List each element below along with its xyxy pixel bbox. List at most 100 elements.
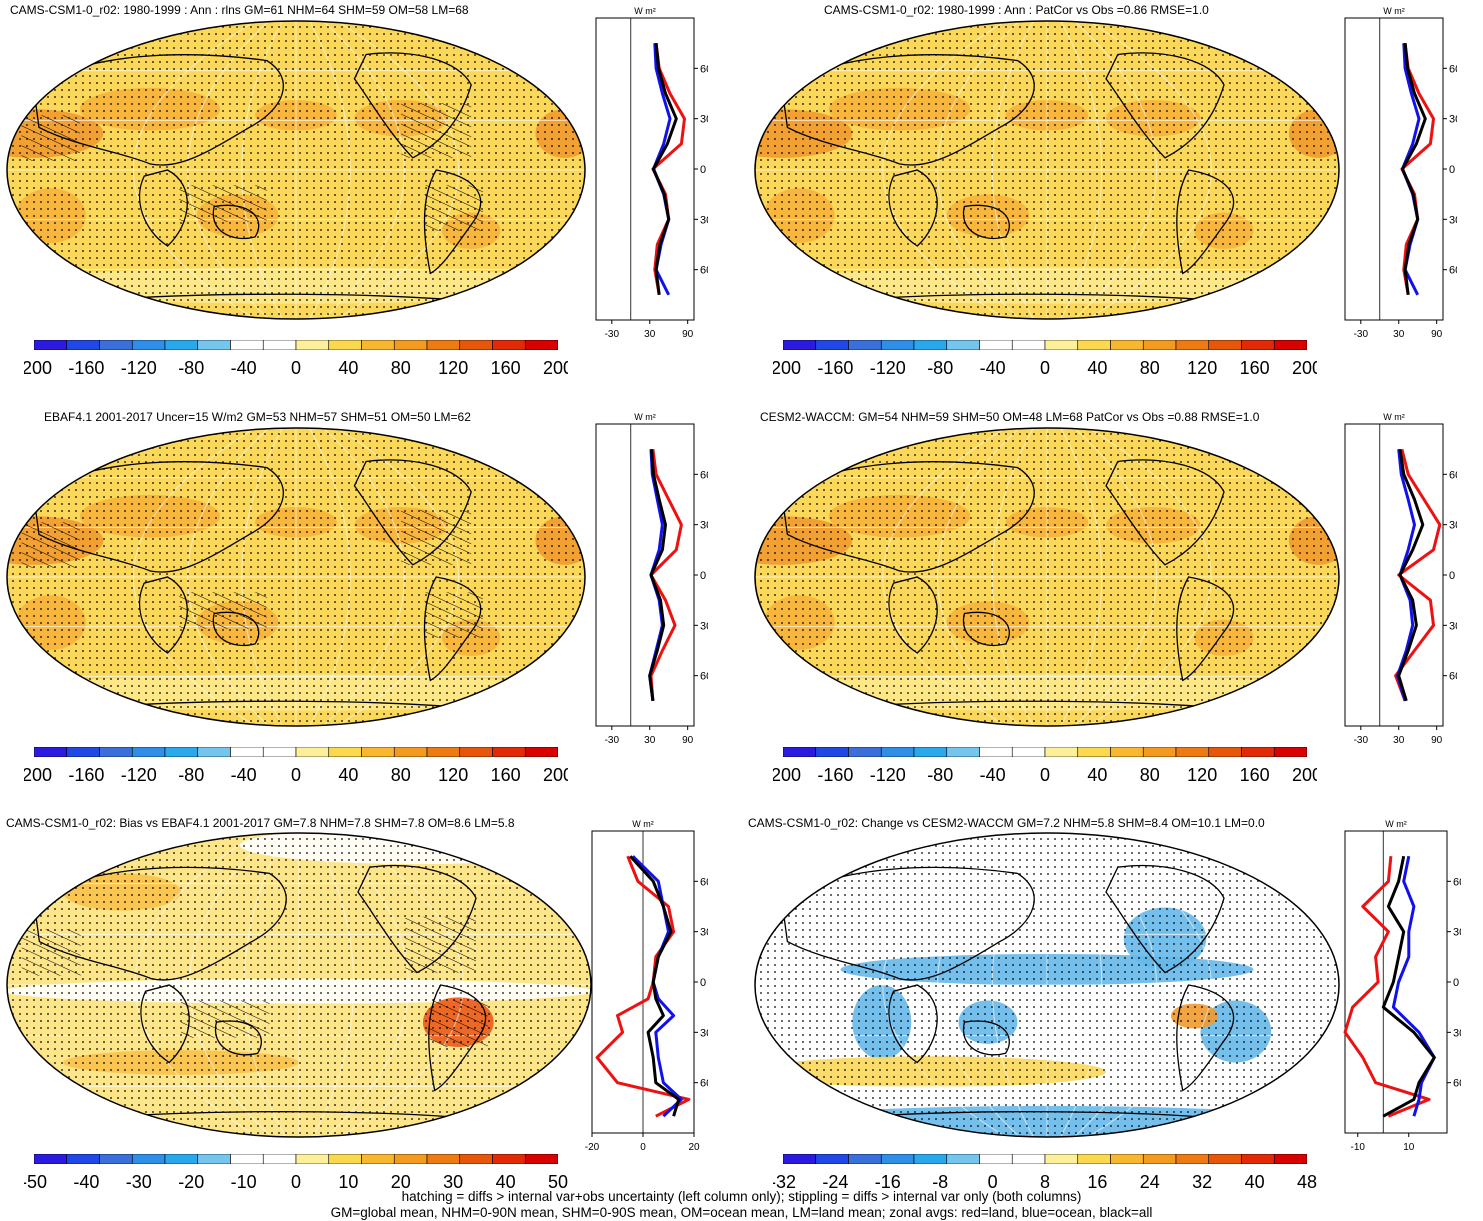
map-border — [6, 427, 586, 727]
x-label: 90 — [682, 735, 694, 746]
colorbar-swatch — [783, 747, 817, 757]
colorbar-swatch — [262, 340, 297, 350]
colorbar-swatch — [1208, 1154, 1242, 1164]
colorbar-label: 40 — [338, 358, 358, 378]
colorbar-swatch — [1208, 747, 1242, 757]
zonal-mean-plot: W m² 60N 30N 0 30S 60S -20 0 20 — [585, 819, 708, 1153]
lat-label: 60N — [700, 469, 708, 481]
colorbar-swatch — [815, 1154, 849, 1164]
colorbar-label: -200 — [773, 765, 801, 785]
colorbar-swatch — [1175, 1154, 1210, 1164]
colorbar-label: -40 — [73, 1172, 99, 1192]
colorbar-label: 160 — [1240, 765, 1270, 785]
colorbar-label: -80 — [178, 765, 204, 785]
colorbar-swatch — [393, 1154, 428, 1164]
colorbar-label: -80 — [927, 765, 953, 785]
x-label: 30 — [644, 735, 656, 746]
colorbar-swatch — [913, 1154, 948, 1164]
colorbar-labels: -200 -160 -120 -80 -40 0 40 80 120 160 200 — [773, 765, 1317, 785]
lat-label: 60S — [700, 1078, 708, 1090]
x-label: -30 — [1354, 735, 1369, 746]
x-label: -30 — [605, 735, 620, 746]
lat-label: 60S — [1449, 671, 1457, 683]
map-border — [6, 832, 592, 1138]
colorbar — [783, 340, 1307, 350]
colorbar-label: -80 — [927, 358, 953, 378]
lat-label: 30S — [700, 620, 708, 632]
x-label: 10 — [1403, 1142, 1415, 1153]
colorbar-label: 0 — [1040, 765, 1050, 785]
zonal-frame — [1344, 17, 1444, 321]
x-label: -10 — [1351, 1142, 1366, 1153]
colorbar-swatch — [131, 340, 166, 350]
colorbar-swatch — [1175, 340, 1210, 350]
colorbar-labels: -50 -40 -30 -20 -10 0 10 20 30 40 50 — [24, 1172, 568, 1192]
colorbar-label: -160 — [817, 765, 853, 785]
colorbar-swatch — [295, 747, 330, 757]
colorbar-swatch — [1044, 747, 1079, 757]
zonal-unit: W m² — [634, 412, 656, 422]
colorbar-swatch — [459, 1154, 493, 1164]
x-label: 30 — [1393, 329, 1405, 340]
colorbar-label: 160 — [491, 765, 521, 785]
colorbar-swatch — [1044, 340, 1079, 350]
zonal-mean-plot: W m² 60N 30N 0 30S 60S -10 10 — [1343, 819, 1461, 1153]
zonal-frame — [595, 17, 695, 321]
global-map — [754, 832, 1340, 1138]
colorbar-swatch — [230, 1154, 264, 1164]
hatching — [21, 115, 80, 161]
colorbar-label: 160 — [491, 358, 521, 378]
panel-title: EBAF4.1 2001-2017 Uncer=15 W/m2 GM=53 NH… — [44, 410, 471, 424]
colorbar-swatch — [524, 747, 558, 757]
x-label: 30 — [644, 329, 656, 340]
lat-label: 0 — [1453, 977, 1459, 989]
colorbar-swatch — [1077, 747, 1111, 757]
colorbar-label: -24 — [822, 1172, 848, 1192]
stippling — [755, 833, 1339, 1137]
colorbar-labels: -200 -160 -120 -80 -40 0 40 80 120 160 200 — [24, 358, 568, 378]
zonal-series-ocean — [1391, 855, 1436, 1117]
colorbar-swatch — [946, 340, 980, 350]
colorbar-swatch — [1142, 340, 1177, 350]
colorbar-swatch — [230, 340, 264, 350]
colorbar-label: -160 — [817, 358, 853, 378]
colorbar-swatch — [459, 747, 493, 757]
colorbar-label: 20 — [391, 1172, 411, 1192]
colorbar-swatch — [197, 340, 231, 350]
global-map — [6, 20, 586, 320]
colorbar-label: 0 — [291, 358, 301, 378]
colorbar-label: -120 — [121, 765, 157, 785]
colorbar-swatch — [393, 747, 428, 757]
colorbar-label: 0 — [291, 765, 301, 785]
lat-label: 30S — [700, 1027, 708, 1039]
footer-line-1: hatching = diffs > internal var+obs unce… — [401, 1189, 1082, 1204]
colorbar-label: -200 — [773, 358, 801, 378]
footer-notes: hatching = diffs > internal var+obs unce… — [0, 1189, 1483, 1221]
x-label: -30 — [1354, 329, 1369, 340]
colorbar-label: 40 — [338, 765, 358, 785]
colorbar-label: 120 — [438, 358, 468, 378]
colorbar-swatch — [34, 1154, 68, 1164]
lat-label: 0 — [1449, 164, 1455, 176]
colorbar-swatch — [979, 1154, 1013, 1164]
colorbar-swatch — [1077, 1154, 1111, 1164]
colorbar-swatch — [848, 747, 882, 757]
colorbar-label: 50 — [548, 1172, 568, 1192]
colorbar-swatch — [783, 1154, 817, 1164]
x-label: 90 — [682, 329, 694, 340]
colorbar-swatch — [328, 1154, 362, 1164]
zonal-series-all — [648, 449, 667, 701]
colorbar-label: 24 — [1140, 1172, 1160, 1192]
colorbar-swatch — [913, 340, 948, 350]
panel-title: CAMS-CSM1-0_r02: Bias vs EBAF4.1 2001-20… — [6, 816, 515, 830]
colorbar-swatch — [131, 1154, 166, 1164]
colorbar-swatch — [1011, 1154, 1046, 1164]
colorbar-swatch — [979, 340, 1013, 350]
lat-label: 30N — [1449, 520, 1457, 532]
global-map — [6, 427, 586, 727]
colorbar-swatch — [492, 747, 526, 757]
zonal-series-all — [1401, 43, 1427, 295]
colorbar-label: 80 — [1140, 765, 1160, 785]
colorbar — [783, 747, 1307, 757]
lat-label: 60N — [1453, 876, 1461, 888]
